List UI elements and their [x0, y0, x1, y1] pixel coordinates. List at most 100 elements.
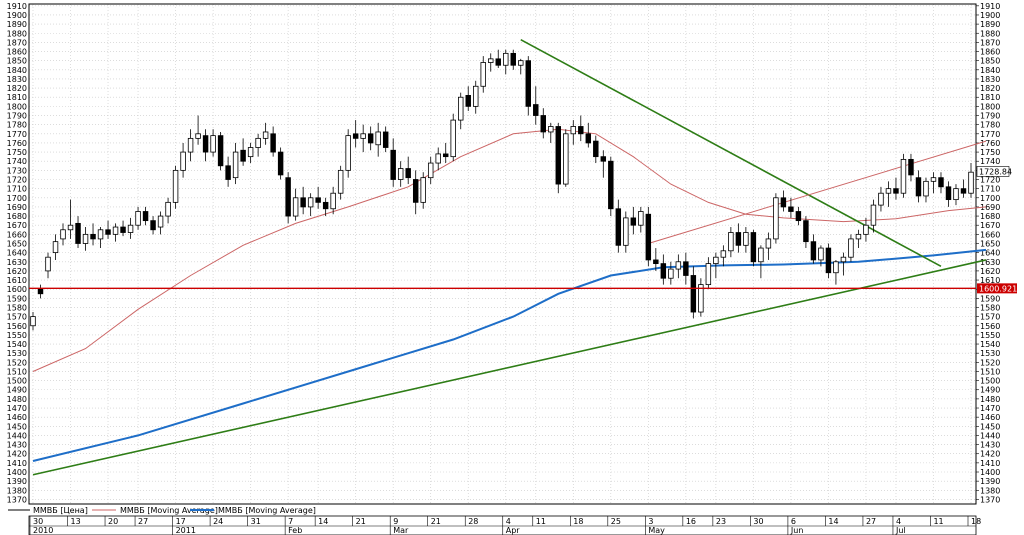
candle-body [743, 232, 749, 246]
candle-body [915, 177, 922, 197]
candle-body [488, 58, 494, 63]
x-tick-label: 3 [648, 517, 653, 526]
candle [713, 252, 719, 279]
candle [97, 227, 104, 249]
candle [705, 257, 712, 290]
y-tick-label: 1430 [7, 441, 27, 450]
x-tick-label: 4 [896, 517, 901, 526]
candle [585, 122, 592, 148]
y-tick-label: 1710 [980, 185, 1000, 194]
y-tick-label: 1540 [7, 340, 27, 349]
candle [630, 206, 637, 235]
y-tick-label: 1890 [980, 20, 1000, 29]
candle-body [210, 135, 216, 153]
candle [728, 227, 734, 258]
candle [337, 165, 344, 200]
candle [367, 126, 374, 151]
candle [480, 56, 486, 93]
candle [945, 181, 952, 207]
last-price-badge [976, 166, 1010, 177]
candle-body [217, 135, 224, 167]
candle-body [330, 192, 336, 210]
x-tick-label: 21 [431, 517, 441, 526]
candle-body [555, 126, 562, 185]
candle [758, 245, 764, 279]
candle [397, 161, 404, 187]
candle-body [893, 188, 899, 194]
candle-body [960, 188, 967, 194]
candle [277, 147, 284, 180]
candle-body [653, 259, 659, 264]
candle-body [105, 229, 111, 235]
candle [442, 142, 449, 164]
candle-body [698, 284, 704, 313]
candle [187, 129, 194, 162]
candle-body [97, 229, 104, 240]
candle-body [683, 261, 689, 276]
candle-body [82, 233, 89, 244]
x-tick-label: 31 [251, 517, 261, 526]
candle [968, 163, 974, 198]
x-tick-label: 30 [33, 517, 43, 526]
y-tick-label: 1620 [7, 267, 27, 276]
candle [900, 153, 907, 198]
y-tick-label: 1660 [980, 230, 1000, 239]
candle [202, 129, 209, 162]
candle [848, 234, 854, 262]
candle [352, 120, 359, 148]
y-tick-label: 1440 [980, 431, 1000, 440]
y-tick-label: 1730 [7, 166, 27, 175]
candle [870, 199, 877, 233]
candle [75, 216, 81, 249]
candle [788, 197, 794, 218]
candle [750, 229, 757, 267]
y-axis-right: 1370138013901400141014201430144014501460… [976, 2, 1000, 504]
legend-ma-long: ММВБ [Moving Average] [218, 506, 316, 515]
trendline-upper-channel [648, 140, 987, 244]
y-tick-label: 1510 [7, 367, 27, 376]
candle [645, 206, 652, 267]
candle [30, 312, 36, 331]
y-tick-label: 1850 [980, 57, 1000, 66]
candle-body [52, 241, 59, 254]
candle-body [465, 95, 471, 107]
candle [863, 217, 869, 242]
level-badge [977, 283, 1017, 294]
candle-body [630, 217, 637, 226]
candle-body [570, 126, 577, 135]
candle-body [202, 135, 209, 153]
y-tick-label: 1490 [980, 386, 1000, 395]
x-tick-label: 18 [971, 517, 981, 526]
y-tick-label: 1800 [980, 102, 1000, 111]
y-tick-label: 1610 [7, 276, 27, 285]
y-tick-label: 1520 [980, 358, 1000, 367]
candle [780, 190, 787, 212]
candle [825, 243, 832, 279]
candle-body [45, 256, 51, 272]
candle [570, 120, 577, 145]
y-tick-label: 1640 [7, 249, 27, 258]
x-tick-label: 27 [138, 517, 148, 526]
candle-body [225, 165, 231, 180]
candle [690, 266, 697, 319]
candle [135, 206, 141, 230]
candle [172, 165, 179, 209]
y-tick-label: 1790 [7, 112, 27, 121]
candle [285, 172, 291, 224]
y-tick-label: 1570 [7, 313, 27, 322]
candles [30, 49, 974, 331]
candle-body [525, 60, 531, 107]
candle-body [773, 197, 779, 240]
candle-body [870, 204, 877, 226]
candle-body [75, 222, 81, 244]
candle-body [127, 224, 134, 233]
candle [390, 138, 396, 187]
y-tick-label: 1830 [7, 75, 27, 84]
x-tick-label: 14 [318, 517, 328, 526]
candle [818, 245, 824, 267]
candle-body [90, 233, 96, 240]
candle-body [397, 168, 404, 180]
level-label: 1600.92125 [979, 284, 1024, 293]
y-tick-label: 1550 [980, 331, 1000, 340]
candle [105, 220, 111, 239]
